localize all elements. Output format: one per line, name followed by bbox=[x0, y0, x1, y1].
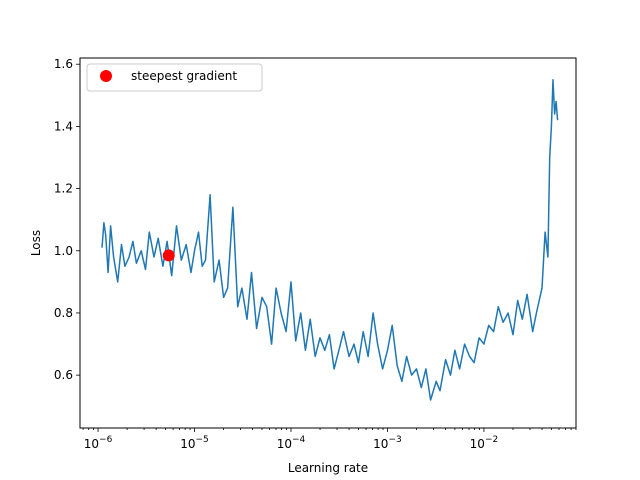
y-tick-label: 1.4 bbox=[54, 119, 73, 133]
y-tick-label: 1.6 bbox=[54, 57, 73, 71]
legend-label: steepest gradient bbox=[131, 69, 237, 83]
plot-area bbox=[101, 79, 559, 401]
y-tick-label: 0.6 bbox=[54, 368, 73, 382]
x-tick-label: 10−3 bbox=[373, 435, 402, 451]
x-tick-label: 10−6 bbox=[84, 435, 113, 451]
y-axis-label: Loss bbox=[29, 230, 43, 256]
legend-marker bbox=[100, 70, 112, 82]
legend-box bbox=[86, 63, 263, 92]
x-axis-label: Learning rate bbox=[288, 461, 368, 475]
x-tick-label: 10−5 bbox=[180, 435, 209, 451]
x-tick-label: 10−2 bbox=[470, 435, 499, 451]
y-tick-label: 1.2 bbox=[54, 182, 73, 196]
steepest-gradient-point bbox=[162, 249, 175, 262]
y-axis: 0.6 0.8 1.0 1.2 1.4 1.6 bbox=[54, 57, 80, 382]
axes-frame bbox=[79, 57, 577, 429]
x-tick-label: 10−4 bbox=[277, 435, 306, 451]
y-tick-label: 0.8 bbox=[54, 306, 73, 320]
y-tick-label: 1.0 bbox=[54, 244, 73, 258]
legend: steepest gradient bbox=[86, 63, 263, 92]
